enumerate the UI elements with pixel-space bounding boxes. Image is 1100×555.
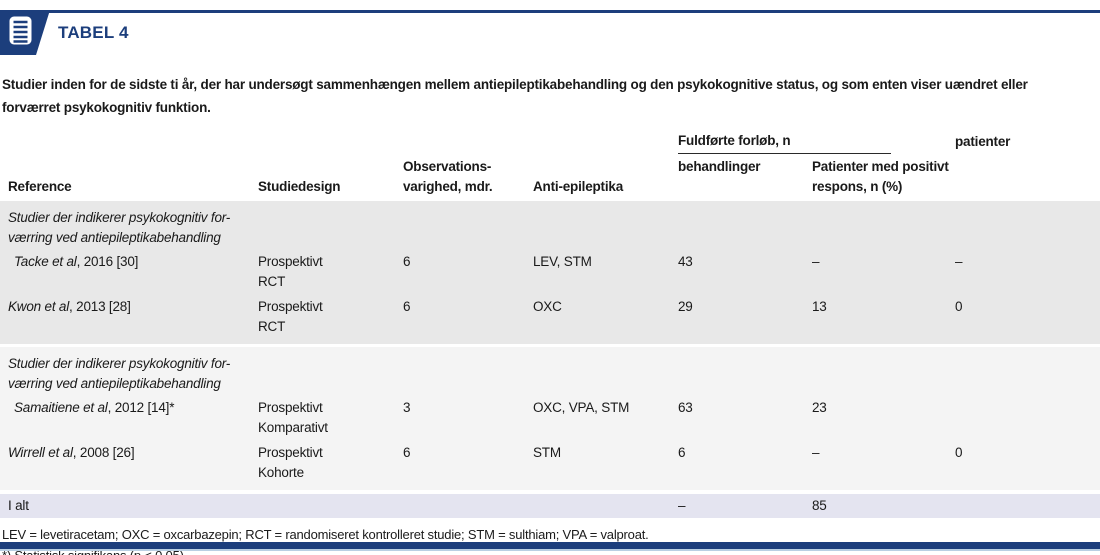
col-header-completed-group: Fuldførte forløb, n patienter behandling… [678, 132, 1100, 197]
document-lines-icon [0, 16, 32, 50]
col-header-behandlinger: behandlinger [678, 159, 761, 174]
col-header-duration: Observations- varighed, mdr. [403, 159, 493, 194]
patients-cell: 63 [678, 400, 693, 415]
drugs-cell: OXC, VPA, STM [533, 400, 630, 415]
duration-cell: 6 [403, 254, 411, 269]
section-heading: Studier der indikerer psykokognitiv for-… [8, 356, 231, 391]
caption-line-2: forværret psykokognitiv funktion. [2, 100, 211, 115]
col-header-reference: Reference [8, 179, 72, 194]
reference-cell: Samaitiene et al, 2012 [14]* [14, 400, 175, 415]
duration-cell: 3 [403, 400, 411, 415]
total-treatments: 85 [812, 498, 827, 513]
design-cell: Prospektivt Komparativt [258, 400, 328, 435]
section-heading-row: Studier der indikerer psykokognitiv for-… [0, 352, 1100, 396]
col-header-antiepileptika: Anti-epileptika [533, 179, 624, 194]
reference-cell: Kwon et al, 2013 [28] [8, 299, 131, 314]
treatments-cell: 13 [812, 299, 827, 314]
col-header-patienter: patienter [955, 134, 1011, 149]
patients-cell: 29 [678, 299, 693, 314]
section-heading-row: Studier der indikerer psykokognitiv for-… [0, 206, 1100, 250]
treatments-cell: – [812, 445, 820, 460]
design-cell: Prospektivt RCT [258, 299, 323, 334]
response-cell: 0 [955, 445, 963, 460]
group-header-fuldfoerte: Fuldførte forløb, n [678, 132, 891, 154]
patients-cell: 43 [678, 254, 693, 269]
duration-cell: 6 [403, 445, 411, 460]
table-banner [0, 10, 50, 55]
treatments-cell: 23 [812, 400, 827, 415]
treatments-cell: – [812, 254, 820, 269]
footnotes: LEV = levetiracetam; OXC = oxcarbazepin;… [0, 524, 1100, 555]
bottom-rule-light [0, 549, 1100, 551]
bottom-rule [0, 542, 1100, 549]
col-header-respons: Patienter med positivt respons, n (%) [812, 159, 949, 194]
col-header-studiedesign: Studiedesign [258, 179, 341, 194]
data-table: Reference Studiedesign Observations- var… [0, 132, 1100, 555]
section-heading: Studier der indikerer psykokognitiv for-… [8, 210, 231, 245]
patients-cell: 6 [678, 445, 686, 460]
table-row: Samaitiene et al, 2012 [14]* Prospektivt… [0, 396, 1100, 441]
top-rule [0, 10, 1100, 13]
table-caption: Studier inden for de sidste ti år, der h… [2, 73, 1098, 119]
footnote-significance: *) Statistisk signifikans (p < 0,05). [2, 545, 1100, 555]
response-cell: 0 [955, 299, 963, 314]
total-patients: – [678, 498, 686, 513]
drugs-cell: OXC [533, 299, 562, 314]
design-cell: Prospektivt RCT [258, 254, 323, 289]
drugs-cell: LEV, STM [533, 254, 592, 269]
footnote-abbreviations: LEV = levetiracetam; OXC = oxcarbazepin;… [2, 527, 649, 542]
table-header-row: Reference Studiedesign Observations- var… [0, 132, 1100, 201]
duration-cell: 6 [403, 299, 411, 314]
design-cell: Prospektivt Kohorte [258, 445, 323, 480]
reference-cell: Tacke et al, 2016 [30] [14, 254, 139, 269]
drugs-cell: STM [533, 445, 561, 460]
table-row: Wirrell et al, 2008 [26] Prospektivt Koh… [0, 441, 1100, 486]
table-row: Kwon et al, 2013 [28] Prospektivt RCT 6 … [0, 295, 1100, 340]
total-label: I alt [8, 498, 29, 513]
table-row: Tacke et al, 2016 [30] Prospektivt RCT 6… [0, 250, 1100, 295]
reference-cell: Wirrell et al, 2008 [26] [8, 445, 135, 460]
table-title: TABEL 4 [58, 23, 129, 42]
caption-line-1: Studier inden for de sidste ti år, der h… [2, 77, 1028, 92]
section-worsening-2: Studier der indikerer psykokognitiv for-… [0, 347, 1100, 490]
total-row: I alt – 85 [0, 494, 1100, 518]
response-cell: – [955, 254, 963, 269]
section-worsening-1: Studier der indikerer psykokognitiv for-… [0, 201, 1100, 344]
